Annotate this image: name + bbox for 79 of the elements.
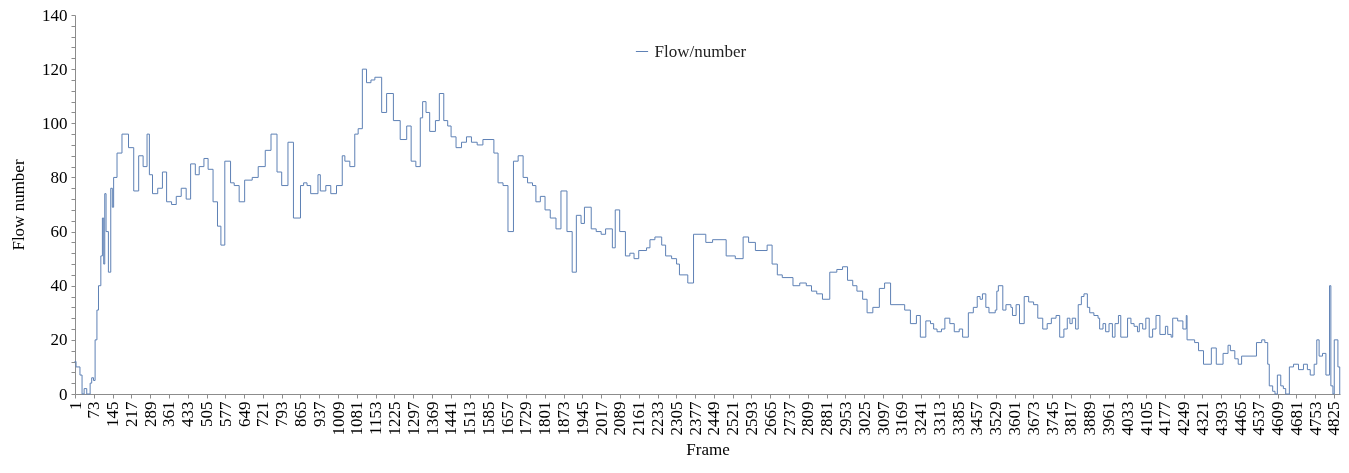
x-tick-label: 2521: [723, 401, 743, 436]
x-tick-label: 4681: [1286, 401, 1306, 436]
x-tick-label: 1153: [366, 401, 386, 435]
x-tick-label: 4033: [1117, 401, 1137, 436]
y-tick-label: 80: [50, 167, 68, 187]
x-tick-label: 3169: [892, 401, 912, 436]
x-tick-label: 1585: [478, 401, 498, 436]
x-tick-label: 505: [197, 401, 217, 427]
x-axis-title: Frame: [686, 439, 730, 459]
x-tick-label: 3961: [1099, 401, 1119, 436]
x-tick-label: 1441: [441, 401, 461, 436]
x-tick-label: 4393: [1211, 401, 1231, 436]
x-tick-label: 3025: [854, 401, 874, 436]
x-tick-label: 3601: [1005, 401, 1025, 436]
x-tick-label: 1801: [535, 401, 555, 436]
y-tick-label: 0: [59, 384, 68, 404]
x-tick-label: 793: [272, 401, 292, 427]
x-tick-label: 2233: [648, 401, 668, 436]
x-tick-label: 2305: [666, 401, 686, 436]
x-tick-label: 2017: [591, 401, 611, 436]
x-tick-label: 4321: [1192, 401, 1212, 436]
x-tick-label: 2881: [817, 401, 837, 436]
x-tick-label: 2161: [629, 401, 649, 436]
x-tick-label: 2953: [835, 401, 855, 436]
x-tick-label: 1945: [572, 401, 592, 436]
x-tick-label: 3673: [1023, 401, 1043, 436]
x-tick-label: 2665: [760, 401, 780, 436]
x-tick-label: 4105: [1136, 401, 1156, 436]
x-tick-label: 1009: [328, 401, 348, 436]
y-tick-label: 20: [50, 330, 68, 350]
x-tick-label: 4249: [1174, 401, 1194, 436]
x-tick-label: 1: [65, 401, 85, 410]
x-tick-label: 4465: [1230, 401, 1250, 436]
x-tick-label: 3889: [1080, 401, 1100, 436]
x-tick-label: 3097: [873, 401, 893, 436]
y-axis-title: Flow number: [9, 159, 28, 251]
x-tick-label: 1369: [422, 401, 442, 436]
y-tick-label: 140: [42, 5, 68, 25]
legend-label: Flow/number: [654, 41, 747, 61]
x-tick-label: 577: [215, 401, 235, 427]
x-tick-label: 289: [140, 401, 160, 427]
x-tick-label: 3817: [1061, 401, 1081, 436]
y-tick-label: 40: [50, 276, 68, 296]
x-tick-label: 1081: [347, 401, 367, 436]
x-tick-label: 2449: [704, 401, 724, 436]
x-tick-label: 1657: [497, 401, 517, 436]
x-tick-label: 3745: [1042, 401, 1062, 436]
x-tick-label: 3457: [967, 401, 987, 436]
x-tick-label: 361: [159, 401, 179, 427]
x-tick-label: 145: [103, 401, 123, 427]
x-tick-label: 1297: [403, 401, 423, 436]
x-tick-label: 2377: [685, 401, 705, 436]
x-tick-label: 1873: [554, 401, 574, 436]
x-tick-label: 3385: [948, 401, 968, 436]
x-tick-label: 3241: [911, 401, 931, 436]
x-tick-label: 2809: [798, 401, 818, 436]
x-tick-label: 217: [121, 401, 141, 427]
x-tick-label: 2593: [741, 401, 761, 436]
x-tick-label: 1225: [384, 401, 404, 436]
x-tick-label: 4609: [1268, 401, 1288, 436]
y-tick-label: 60: [50, 222, 68, 242]
x-tick-label: 1729: [516, 401, 536, 436]
x-tick-label: 4177: [1155, 401, 1175, 436]
x-tick-label: 649: [234, 401, 254, 427]
x-tick-label: 3529: [986, 401, 1006, 436]
y-tick-label: 120: [42, 59, 68, 79]
x-tick-label: 1513: [460, 401, 480, 436]
x-tick-label: 2737: [779, 401, 799, 436]
x-tick-label: 4753: [1305, 401, 1325, 436]
x-tick-label: 865: [290, 401, 310, 427]
x-tick-label: 3313: [929, 401, 949, 436]
x-tick-label: 73: [84, 401, 104, 419]
x-tick-label: 4537: [1249, 401, 1269, 436]
x-tick-label: 433: [178, 401, 198, 427]
x-tick-label: 721: [253, 401, 273, 427]
x-tick-label: 937: [309, 401, 329, 427]
x-tick-label: 4825: [1324, 401, 1344, 436]
x-tick-label: 2089: [610, 401, 630, 436]
y-tick-label: 100: [42, 113, 68, 133]
